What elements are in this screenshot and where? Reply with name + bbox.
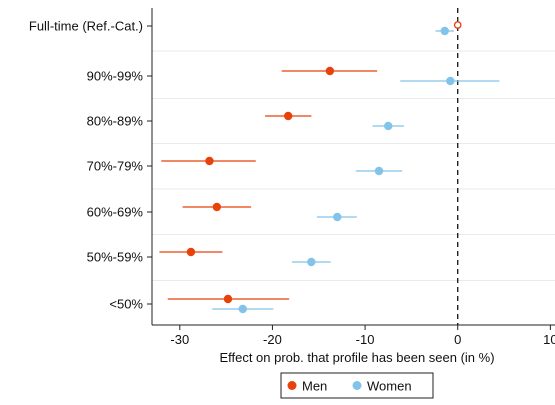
y-tick-label: <50% xyxy=(109,297,143,312)
y-tick-label: 80%-89% xyxy=(87,114,144,129)
men-point xyxy=(223,294,233,304)
legend-swatch-men xyxy=(287,381,297,390)
x-tick-label: 10 xyxy=(543,332,555,347)
men-point xyxy=(186,247,196,257)
x-tick-label: -10 xyxy=(356,332,375,347)
men-point xyxy=(212,202,222,212)
legend: Men Women xyxy=(280,372,434,399)
series-marks xyxy=(159,21,500,314)
y-tick-label: 50%-59% xyxy=(87,250,144,265)
women-point xyxy=(238,304,247,314)
x-tick-label: -20 xyxy=(263,332,282,347)
axes: Full-time (Ref.-Cat.) 90%-99% 80%-89% 70%-7… xyxy=(29,8,555,347)
y-tick-label: Full-time (Ref.-Cat.) xyxy=(29,19,143,34)
men-point xyxy=(283,111,293,121)
women-point xyxy=(446,76,455,86)
women-point xyxy=(333,212,342,222)
women-point xyxy=(374,166,384,176)
legend-swatch-women xyxy=(352,381,362,390)
men-reference-point xyxy=(453,21,462,29)
men-point xyxy=(205,156,214,166)
y-tick-label: 90%-99% xyxy=(87,69,144,84)
women-point xyxy=(440,26,449,36)
women-point xyxy=(384,121,393,131)
legend-label-men: Men xyxy=(302,379,327,394)
y-tick-label: 70%-79% xyxy=(87,159,144,174)
men-point xyxy=(325,66,335,76)
x-tick-label: -30 xyxy=(170,332,189,347)
x-tick-label: 0 xyxy=(454,332,461,347)
y-tick-label: 60%-69% xyxy=(87,205,144,220)
women-point xyxy=(307,257,316,267)
gridlines xyxy=(152,50,555,281)
legend-label-women: Women xyxy=(367,379,412,394)
x-axis-title: Effect on prob. that profile has been se… xyxy=(219,350,494,365)
